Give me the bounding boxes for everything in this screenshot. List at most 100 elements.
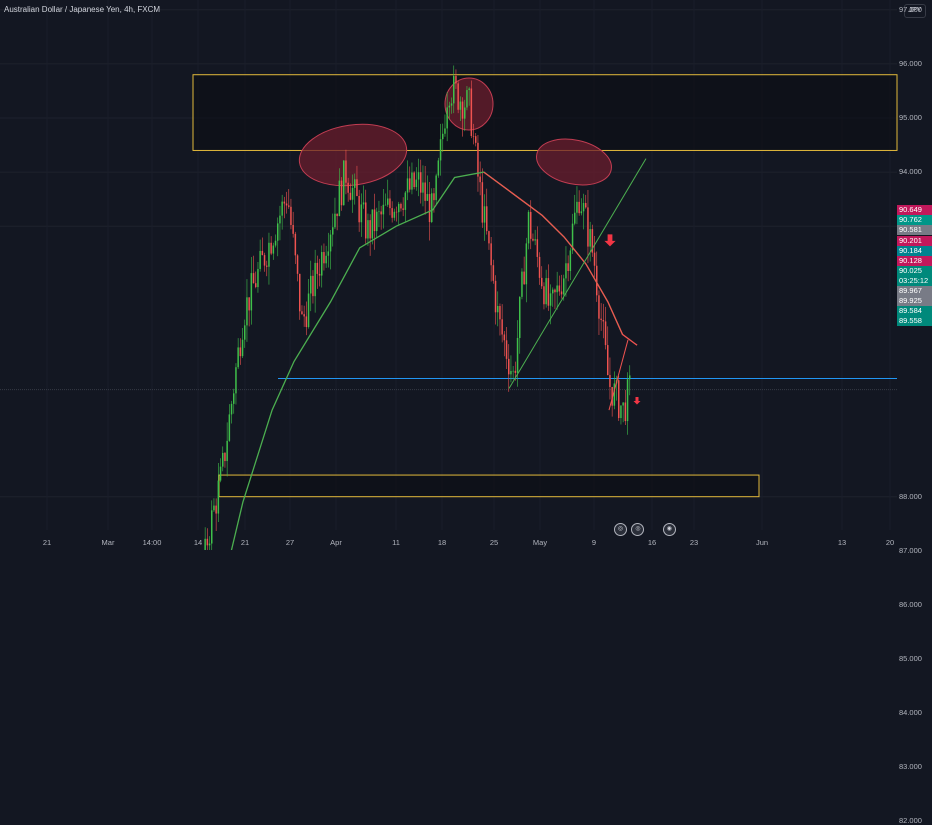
price-tag: 89.925: [897, 296, 932, 306]
time-tick-label: 20: [885, 538, 895, 547]
candle-body: [281, 201, 283, 216]
time-tick-label: Apr: [330, 538, 342, 547]
price-tick-label: 87.000: [899, 545, 922, 555]
candle-body: [519, 296, 521, 338]
candle-body: [340, 180, 343, 206]
candle-body: [455, 75, 457, 84]
candle-body: [228, 414, 231, 441]
candle-body: [402, 208, 404, 210]
candle-body: [413, 172, 415, 188]
candle-body: [215, 505, 217, 514]
candle-body: [226, 440, 228, 462]
price-tick-label: 96.000: [899, 58, 922, 68]
price-chart[interactable]: [0, 0, 932, 550]
time-tick-label: 13: [837, 538, 847, 547]
candle-body: [217, 480, 220, 514]
candle-body: [362, 202, 365, 205]
candle-body: [239, 347, 242, 357]
candle-body: [453, 75, 455, 104]
time-tick-label: 14:00: [142, 538, 162, 547]
candle-body: [279, 215, 281, 224]
candle-body: [497, 305, 499, 313]
candle-body: [420, 172, 422, 193]
candle-body: [446, 107, 448, 129]
candle-body: [382, 204, 385, 215]
candle-body: [607, 345, 609, 376]
price-tag: 90.649: [897, 205, 932, 215]
candle-body: [255, 283, 257, 288]
candle-body: [483, 206, 486, 223]
candle-body: [620, 405, 622, 419]
support-zone-mid: [218, 474, 760, 498]
candle-body: [338, 180, 341, 217]
candle-body: [230, 403, 233, 415]
candle-body: [622, 402, 624, 406]
price-tick-label: 86.000: [899, 599, 922, 609]
candle-body: [351, 187, 354, 200]
price-tick-label: 94.000: [899, 167, 922, 177]
price-tag: 89.967: [897, 286, 932, 296]
candle-body: [274, 240, 277, 246]
candle-body: [369, 220, 371, 239]
candle-body: [391, 208, 393, 218]
currency-badge[interactable]: JPY: [904, 4, 926, 18]
candle-body: [602, 320, 605, 322]
price-tag: 90.201: [897, 236, 932, 246]
candle-body: [435, 175, 437, 201]
candle-body: [444, 128, 446, 134]
candle-body: [569, 250, 572, 272]
trendline-short: [608, 339, 629, 411]
time-tick-label: 18: [437, 538, 447, 547]
candle-body: [365, 202, 367, 239]
candle-body: [505, 340, 508, 359]
candle-body: [472, 135, 475, 137]
dividend-icon[interactable]: ◉: [662, 523, 676, 536]
candle-body: [395, 211, 398, 213]
candle-body: [468, 88, 470, 91]
candle-body: [578, 201, 580, 214]
candle-body: [501, 319, 503, 335]
candle-body: [428, 194, 431, 223]
candle-body: [417, 172, 420, 180]
candle-body: [479, 176, 481, 183]
candle-body: [316, 262, 319, 274]
candle-body: [560, 291, 563, 295]
candle-body: [624, 402, 627, 422]
candle-body: [336, 213, 338, 217]
candle-body: [611, 387, 613, 406]
candle-body: [437, 160, 440, 176]
price-tick-label: 82.000: [899, 816, 922, 825]
candle-body: [404, 192, 407, 210]
calendar-event-icon[interactable]: ◎: [614, 523, 627, 536]
candle-body: [461, 101, 464, 119]
time-tick-label: 21: [240, 538, 250, 547]
candle-body: [525, 243, 528, 285]
events-bar[interactable]: ◎ ◎ ◉: [614, 517, 676, 536]
symbol-title[interactable]: Australian Dollar / Japanese Yen, 4h, FX…: [4, 5, 161, 14]
price-tick-label: 85.000: [899, 654, 922, 663]
candle-body: [376, 211, 378, 232]
candle-body: [415, 179, 418, 188]
candle-body: [312, 275, 314, 297]
candle-body: [426, 194, 429, 201]
candle-body: [521, 271, 523, 297]
price-tick-label: 97.000: [899, 4, 922, 14]
candle-body: [431, 193, 433, 223]
candle-body: [457, 83, 459, 110]
candle-body: [600, 318, 602, 321]
candle-body: [329, 234, 332, 252]
candle-body: [244, 325, 246, 340]
candle-body: [343, 160, 345, 206]
resistance-zone-top: [192, 74, 898, 151]
candle-body: [334, 213, 336, 228]
candle-body: [301, 311, 303, 315]
candle-body: [545, 278, 547, 305]
candle-body: [283, 201, 286, 204]
candle-body: [263, 255, 266, 266]
candle-body: [536, 239, 539, 257]
candle-body: [252, 273, 255, 284]
candle-body: [327, 251, 330, 256]
time-tick-label: May: [532, 538, 548, 547]
candle-body: [323, 252, 325, 264]
candle-body: [285, 203, 288, 206]
